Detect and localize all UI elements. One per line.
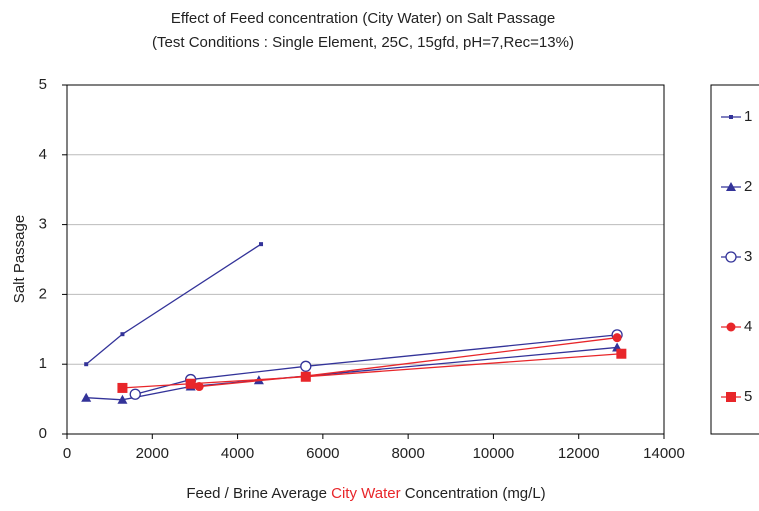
marker	[194, 382, 204, 392]
legend-marker	[726, 392, 736, 402]
marker	[81, 392, 92, 402]
x-tick-label: 10000	[473, 445, 515, 462]
series-line	[190, 337, 618, 388]
x-axis-label: Feed / Brine Average City Water Concentr…	[186, 485, 545, 502]
x-axis-label-part: Concentration (mg/L)	[401, 485, 546, 502]
plot-border	[66, 84, 665, 435]
chart-subtitle: (Test Conditions : Single Element, 25C, …	[152, 34, 574, 51]
marker	[117, 394, 128, 404]
y-tick-label: 5	[39, 76, 47, 93]
x-tick-label: 2000	[136, 445, 169, 462]
marker	[185, 378, 196, 389]
marker	[129, 388, 141, 400]
x-tick-label: 8000	[391, 445, 424, 462]
x-tick-label: 4000	[221, 445, 254, 462]
marker	[84, 362, 89, 367]
legend-marker	[726, 182, 736, 191]
y-tick-label: 4	[39, 146, 47, 163]
y-tick-label: 2	[39, 285, 47, 302]
y-axis-label: Salt Passage	[11, 215, 28, 303]
series-line	[135, 334, 618, 395]
y-tick-label: 0	[39, 425, 47, 442]
series-line	[85, 243, 262, 365]
x-axis-label-part: City Water	[331, 485, 400, 502]
series-line	[122, 353, 622, 389]
x-axis-label-part: Feed / Brine Average	[186, 485, 331, 502]
legend-label: 2	[744, 178, 752, 195]
marker	[117, 382, 128, 393]
x-tick-label: 12000	[558, 445, 600, 462]
legend-label: 4	[744, 318, 752, 335]
x-tick-label: 0	[63, 445, 71, 462]
legend-marker	[725, 251, 737, 263]
legend-label: 3	[744, 248, 752, 265]
marker	[612, 333, 622, 343]
y-tick-label: 1	[39, 355, 47, 372]
legend-label: 1	[744, 108, 752, 125]
legend-label: 5	[744, 388, 752, 405]
marker	[259, 242, 264, 247]
y-tick-label: 3	[39, 216, 47, 233]
marker	[300, 360, 312, 372]
marker	[120, 332, 125, 337]
chart-title: Effect of Feed concentration (City Water…	[171, 10, 555, 27]
x-tick-label: 14000	[643, 445, 685, 462]
marker	[616, 348, 627, 359]
x-tick-label: 6000	[306, 445, 339, 462]
legend-marker	[729, 115, 733, 119]
legend-marker	[726, 322, 736, 332]
marker	[300, 371, 311, 382]
